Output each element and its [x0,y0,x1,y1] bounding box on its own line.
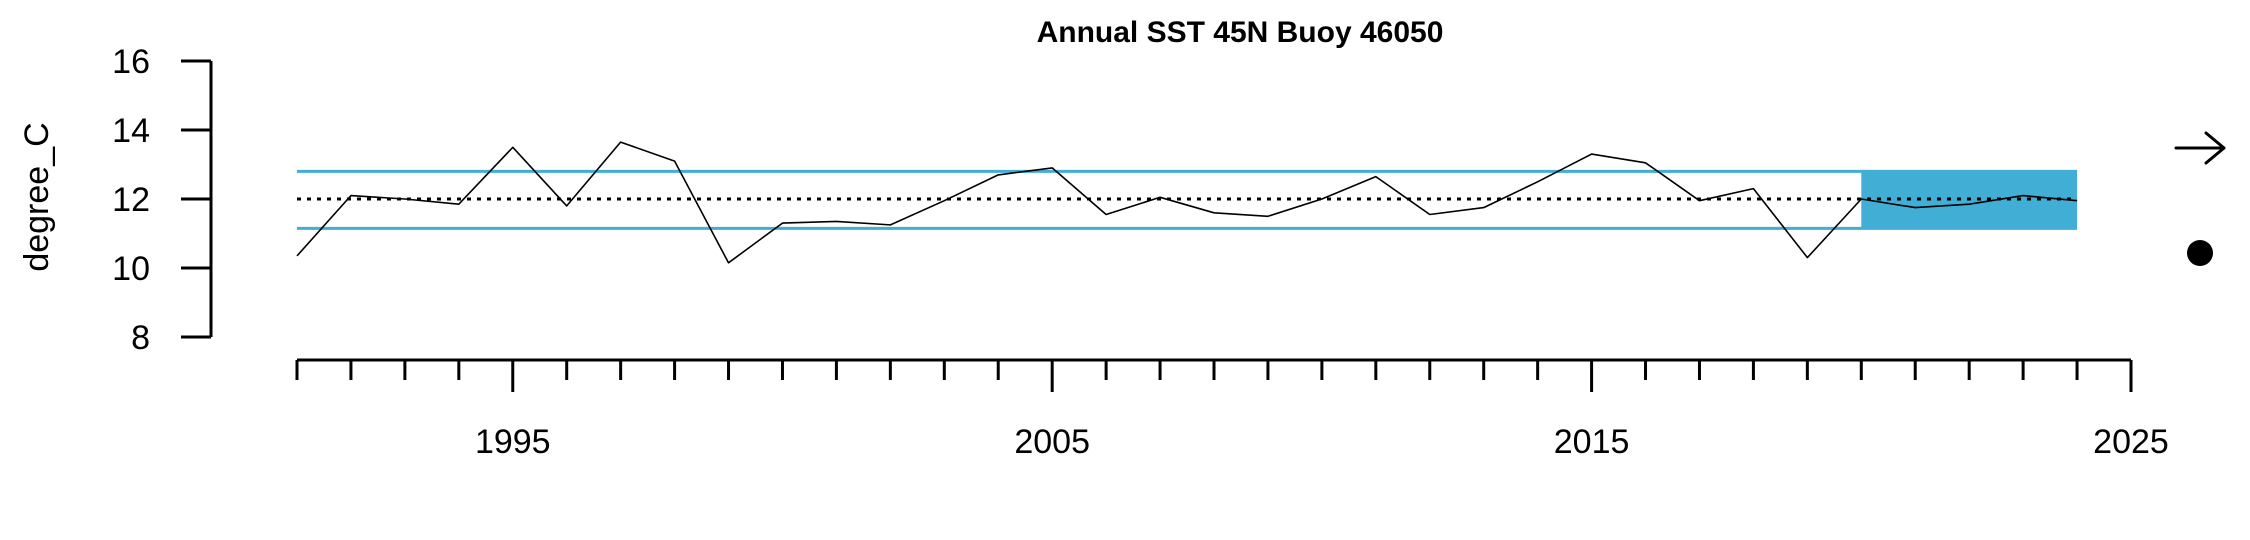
x-tick-label: 2025 [2093,423,2169,461]
y-tick-label: 14 [112,112,150,150]
x-tick-label: 1995 [475,423,551,461]
y-axis-label: degree_C [18,122,56,271]
series-line [296,141,2078,264]
bounds-layer [297,169,2078,230]
trend-arrow-icon [2174,131,2226,165]
y-tick-label: 16 [112,43,150,81]
series-layer [296,141,2078,264]
y-tick-label: 10 [112,250,150,288]
indicators [2174,131,2226,266]
chart-title: Annual SST 45N Buoy 46050 [1037,16,1444,49]
y-axis: 8 10 12 14 16 [112,43,213,357]
y-tick-label: 8 [131,319,150,357]
x-tick-label: 2015 [1554,423,1630,461]
mean-indicator-dot-icon [2187,240,2213,266]
x-tick-label: 2005 [1014,423,1090,461]
y-tick-label: 12 [112,181,150,219]
x-axis: 1995 2005 2015 2025 [295,358,2169,461]
